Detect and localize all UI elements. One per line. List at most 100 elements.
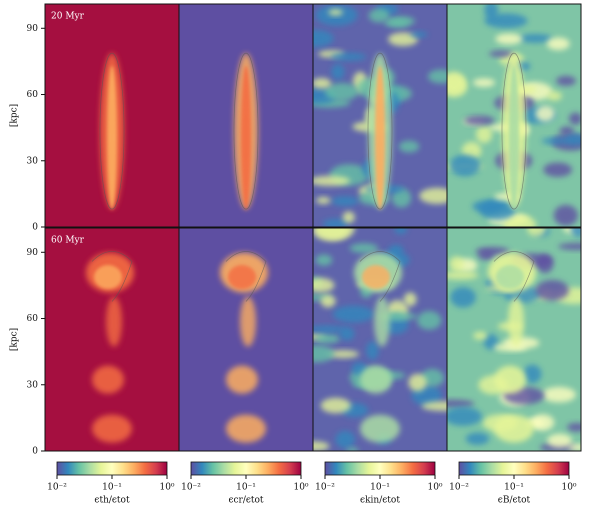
panel [447, 4, 581, 227]
x-tick-label: 10⁻¹ [370, 483, 390, 493]
turbulence [417, 311, 442, 330]
jet [509, 65, 519, 210]
turbulence [478, 251, 495, 261]
turbulence [527, 228, 546, 237]
x-tick-label: 10⁻¹ [102, 483, 122, 493]
panel-title: 60 Myr [51, 236, 85, 246]
turbulence [537, 254, 554, 274]
turbulence [366, 341, 379, 360]
panel [45, 228, 179, 451]
colorbar [458, 461, 570, 476]
turbulence [475, 125, 493, 144]
turbulence [547, 91, 562, 101]
turbulence [535, 105, 555, 122]
turbulence [313, 228, 349, 241]
panel-title: 20 Myr [51, 12, 85, 22]
x-tick-label: 10⁻² [315, 483, 335, 493]
turbulence [331, 196, 359, 207]
x-tick-label: 10⁻² [449, 483, 469, 493]
turbulence [535, 279, 569, 301]
head-core [362, 265, 390, 290]
turbulence [314, 333, 341, 344]
x-tick-label: 10⁻¹ [504, 483, 524, 493]
jet [241, 65, 251, 210]
turbulence [384, 19, 410, 28]
turbulence [546, 37, 570, 51]
turbulence [316, 196, 331, 205]
turbulence [313, 441, 330, 451]
y-tick-label: 30 [27, 380, 39, 390]
turbulence [327, 350, 360, 359]
turbulence [328, 9, 343, 16]
turbulence [427, 69, 447, 84]
head-core [94, 265, 122, 290]
blob [360, 414, 400, 443]
head-core [496, 265, 524, 290]
panel [447, 228, 581, 451]
turbulence [322, 218, 349, 227]
blob [360, 365, 392, 394]
turbulence [315, 254, 333, 266]
turbulence [313, 175, 351, 187]
head-core [228, 265, 256, 290]
y-tick-label: 30 [27, 156, 39, 166]
contour [233, 52, 259, 210]
turbulence [553, 204, 578, 226]
colorbar [190, 461, 302, 476]
turbulence [419, 187, 447, 204]
turbulence [398, 140, 420, 153]
turbulence [447, 399, 475, 408]
turbulence [543, 162, 573, 177]
turbulence [342, 211, 355, 224]
turbulence [495, 33, 523, 45]
x-tick-label: 10⁰ [561, 483, 576, 493]
panel [45, 4, 179, 227]
panel [313, 4, 447, 227]
turbulence [331, 63, 345, 80]
turbulence [447, 271, 479, 280]
turbulence [447, 407, 482, 426]
turbulence [332, 305, 374, 323]
turbulence [320, 294, 336, 308]
tail [374, 296, 390, 347]
contour [367, 52, 393, 210]
tail [508, 296, 524, 347]
x-tick-label: 10⁰ [293, 483, 308, 493]
turbulence [559, 126, 575, 136]
turbulence [408, 373, 427, 392]
blob [92, 365, 124, 394]
turbulence [449, 154, 481, 177]
colorbar-label: ϵB/ϵtot [498, 496, 531, 506]
y-tick-label: 90 [27, 24, 39, 34]
contour [493, 251, 535, 302]
tail [240, 296, 256, 347]
x-tick-label: 10⁻¹ [236, 483, 256, 493]
turbulence [465, 432, 490, 445]
panel [179, 228, 313, 451]
turbulence [349, 243, 379, 254]
turbulence [421, 401, 447, 411]
y-tick-label: 60 [27, 314, 39, 324]
blob [92, 414, 132, 443]
turbulence [330, 52, 367, 61]
contour [225, 251, 267, 302]
turbulence [346, 447, 359, 451]
turbulence [479, 199, 516, 221]
colorbar-label: ϵcr/ϵtot [228, 496, 263, 506]
colorbar [324, 461, 436, 476]
turbulence [335, 430, 356, 449]
y-axis-label: [kpc] [10, 328, 20, 351]
turbulence [570, 228, 581, 238]
contour [359, 251, 401, 302]
turbulence [403, 292, 417, 307]
blob [494, 365, 526, 394]
turbulence [518, 34, 553, 43]
turbulence [484, 4, 499, 20]
x-tick-label: 10⁰ [159, 483, 174, 493]
turbulence [388, 32, 419, 47]
turbulence [567, 443, 581, 451]
turbulence [523, 364, 542, 384]
blob [226, 414, 266, 443]
turbulence [541, 137, 571, 145]
